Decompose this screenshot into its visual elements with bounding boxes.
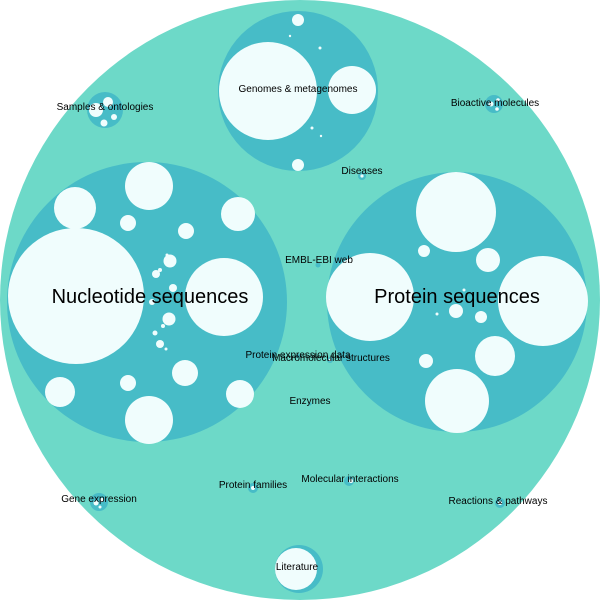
dataset-embl-web[interactable] bbox=[315, 262, 321, 268]
label-protein: Protein sequences bbox=[374, 286, 540, 308]
label-bioactive: Bioactive molecules bbox=[451, 98, 539, 109]
group-bioactive[interactable] bbox=[485, 95, 503, 113]
group-diseases[interactable] bbox=[358, 172, 366, 180]
label-embl-web: EMBL-EBI web bbox=[285, 255, 353, 266]
group-protein[interactable] bbox=[326, 172, 588, 433]
group-literature[interactable] bbox=[275, 545, 323, 593]
group-genomes[interactable] bbox=[218, 11, 378, 171]
group-protein-families[interactable] bbox=[248, 483, 258, 493]
group-reactions[interactable] bbox=[495, 498, 505, 508]
label-samples: Samples & ontologies bbox=[57, 102, 154, 113]
label-nucleotide: Nucleotide sequences bbox=[52, 286, 249, 308]
label-literature: Literature bbox=[276, 562, 319, 573]
label-protein-families: Protein families bbox=[219, 480, 287, 491]
group-samples[interactable] bbox=[87, 92, 123, 128]
label-protein-expression: Protein expression data bbox=[245, 350, 351, 361]
label-diseases: Diseases bbox=[341, 166, 382, 177]
dataset-enzymes[interactable] bbox=[308, 402, 312, 406]
label-molecular-interactions: Molecular interactions bbox=[301, 474, 398, 485]
label-genomes: Genomes & metagenomes bbox=[239, 84, 358, 95]
dataset-protein-expression[interactable] bbox=[296, 354, 300, 358]
group-nucleotide[interactable] bbox=[7, 162, 287, 444]
group-gene-expression[interactable] bbox=[90, 493, 108, 511]
label-macromolecular: Macromolecular structures bbox=[272, 353, 390, 364]
label-reactions: Reactions & pathways bbox=[449, 496, 548, 507]
label-enzymes: Enzymes bbox=[289, 396, 330, 407]
label-gene-expression: Gene expression bbox=[61, 494, 137, 505]
group-molecular-interactions[interactable] bbox=[344, 476, 354, 486]
dataset-macromolecular[interactable] bbox=[327, 357, 333, 363]
